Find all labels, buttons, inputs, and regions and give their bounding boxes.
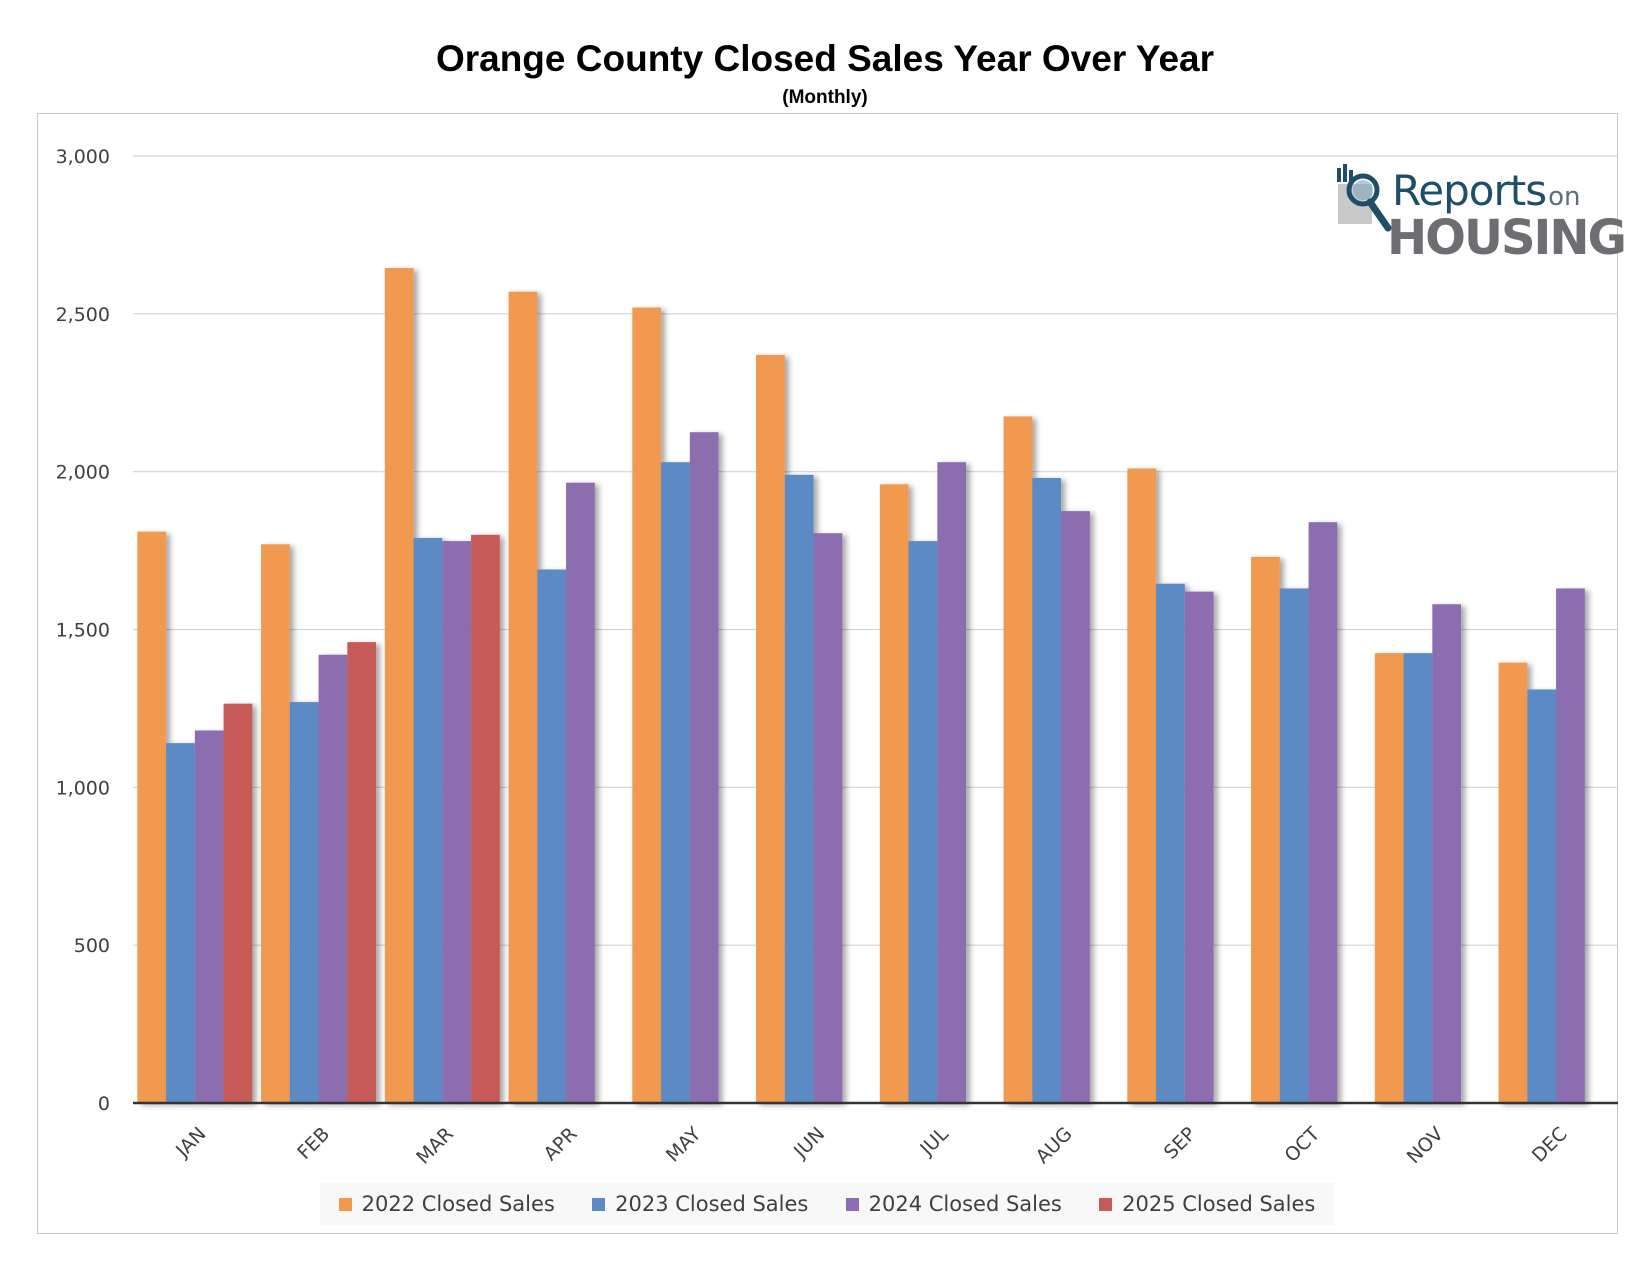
bar-dec-2023 xyxy=(1527,689,1557,1103)
chart-subtitle: (Monthly) xyxy=(782,87,868,108)
bar-may-2023 xyxy=(661,462,690,1103)
bar-aug-2022 xyxy=(1003,416,1033,1103)
bar-jun-2024 xyxy=(813,533,843,1103)
legend-label-2024: 2024 Closed Sales xyxy=(868,1192,1062,1216)
bar-oct-2023 xyxy=(1279,588,1309,1103)
bar-sep-2024 xyxy=(1184,591,1214,1103)
x-tick-label: MAY xyxy=(662,1123,706,1167)
legend: 2022 Closed Sales 2023 Closed Sales 2024… xyxy=(320,1183,1334,1225)
bar-oct-2024 xyxy=(1308,522,1338,1103)
bars xyxy=(137,268,1585,1104)
legend-item-2023: 2023 Closed Sales xyxy=(592,1192,808,1216)
legend-item-2024: 2024 Closed Sales xyxy=(845,1192,1062,1216)
y-tick-label: 1,500 xyxy=(56,620,110,642)
logo-housing-text: HOUSING xyxy=(1387,210,1627,266)
legend-item-2025: 2025 Closed Sales xyxy=(1099,1192,1315,1216)
bar-apr-2023 xyxy=(537,569,567,1103)
bar-apr-2022 xyxy=(508,291,538,1103)
y-tick-label: 1,000 xyxy=(56,777,110,799)
bar-feb-2024 xyxy=(318,654,348,1103)
y-tick-label: 2,500 xyxy=(56,304,110,326)
chart-title: Orange County Closed Sales Year Over Yea… xyxy=(435,38,1215,79)
legend-swatch-2023 xyxy=(592,1197,606,1211)
bar-aug-2024 xyxy=(1061,511,1090,1103)
bar-jan-2022 xyxy=(137,531,167,1103)
bar-jun-2022 xyxy=(756,354,785,1103)
x-tick-label: NOV xyxy=(1403,1123,1448,1168)
bar-jun-2023 xyxy=(784,474,814,1103)
x-tick-label: OCT xyxy=(1280,1123,1324,1167)
bar-aug-2023 xyxy=(1032,477,1062,1104)
y-axis-ticks: 0 500 1,000 1,500 2,000 2,500 3,000 xyxy=(56,146,110,1115)
magnifier-chart-icon xyxy=(1337,164,1392,232)
bar-may-2022 xyxy=(632,307,662,1103)
y-tick-label: 3,000 xyxy=(56,146,110,168)
bar-apr-2024 xyxy=(566,482,595,1104)
legend-label-2022: 2022 Closed Sales xyxy=(361,1192,555,1216)
bar-jan-2023 xyxy=(166,743,195,1103)
bar-mar-2022 xyxy=(384,268,414,1104)
y-tick-label: 2,000 xyxy=(56,462,110,484)
x-tick-label: MAR xyxy=(412,1123,458,1169)
bar-sep-2023 xyxy=(1156,583,1185,1103)
bar-jan-2025 xyxy=(223,703,253,1103)
x-tick-label: JUN xyxy=(789,1123,829,1163)
x-tick-label: AUG xyxy=(1032,1123,1077,1168)
bar-feb-2022 xyxy=(261,544,290,1103)
gridlines xyxy=(133,155,1618,946)
y-tick-label: 500 xyxy=(74,935,110,957)
bar-dec-2022 xyxy=(1498,662,1528,1103)
bar-mar-2024 xyxy=(442,541,472,1103)
bar-jul-2024 xyxy=(937,462,967,1103)
x-tick-label: DEC xyxy=(1528,1123,1572,1167)
y-tick-label: 0 xyxy=(98,1093,110,1115)
legend-swatch-2024 xyxy=(845,1197,859,1211)
x-axis-ticks: JAN FEB MAR APR MAY JUN JUL AUG SEP OCT NOV DEC xyxy=(171,1123,1571,1169)
x-tick-label: FEB xyxy=(293,1123,334,1164)
bar-may-2024 xyxy=(689,432,719,1103)
bar-jan-2024 xyxy=(194,730,224,1103)
legend-item-2022: 2022 Closed Sales xyxy=(338,1192,555,1216)
legend-label-2025: 2025 Closed Sales xyxy=(1122,1192,1316,1216)
x-tick-label: JAN xyxy=(171,1123,210,1162)
bar-nov-2022 xyxy=(1374,653,1404,1103)
bar-oct-2022 xyxy=(1251,556,1280,1103)
bar-nov-2024 xyxy=(1432,604,1462,1103)
bar-mar-2025 xyxy=(471,534,500,1103)
x-tick-label: JUL xyxy=(915,1123,953,1161)
bar-sep-2022 xyxy=(1127,468,1157,1103)
legend-label-2023: 2023 Closed Sales xyxy=(615,1192,809,1216)
bar-feb-2023 xyxy=(289,702,319,1103)
bar-dec-2024 xyxy=(1556,588,1585,1103)
bar-nov-2023 xyxy=(1403,653,1433,1103)
bar-jul-2023 xyxy=(908,541,938,1103)
legend-swatch-2025 xyxy=(1099,1197,1113,1211)
logo-reports-text: Reportson xyxy=(1392,166,1581,215)
x-tick-label: SEP xyxy=(1160,1123,1201,1164)
bar-mar-2023 xyxy=(413,537,443,1103)
x-tick-label: APR xyxy=(539,1123,581,1165)
bar-jul-2022 xyxy=(879,484,909,1103)
legend-swatch-2022 xyxy=(338,1197,352,1211)
bar-feb-2025 xyxy=(347,642,377,1103)
reports-on-housing-logo: Reportson HOUSING xyxy=(1334,162,1627,266)
